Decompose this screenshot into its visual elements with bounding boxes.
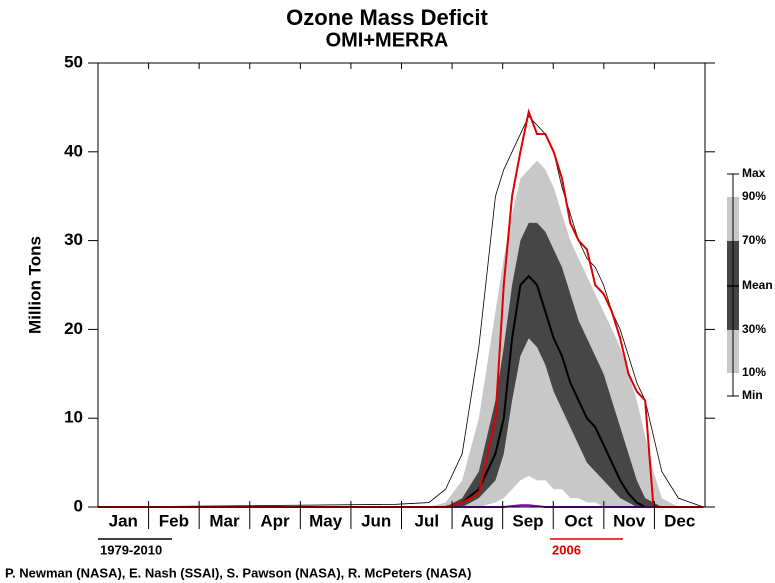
x-tick-label: Nov (613, 511, 646, 530)
series-line (98, 274, 704, 508)
band-area (98, 338, 704, 507)
x-tick-label: Jul (415, 511, 440, 530)
y-tick-label: 0 (74, 496, 83, 515)
x-tick-label: Sep (512, 511, 543, 530)
x-tick-label: Dec (664, 511, 695, 530)
x-tick-label: Jan (109, 511, 138, 530)
legend-label: Max (742, 166, 766, 180)
series-line (97, 115, 704, 508)
legend-label: 70% (742, 233, 766, 247)
legend-label: 10% (742, 365, 766, 379)
y-tick-label: 10 (64, 408, 83, 427)
y-tick-label: 30 (64, 230, 83, 249)
chart-subtitle: OMI+MERRA (326, 29, 449, 51)
band-area (98, 475, 704, 507)
series-line (98, 108, 704, 508)
y-axis-label: Million Tons (25, 236, 44, 334)
legend-label: 90% (742, 189, 766, 203)
legend-label: Mean (742, 278, 773, 292)
x-tick-label: Apr (260, 511, 290, 530)
y-tick-label: 20 (64, 319, 83, 338)
legend-label: 30% (742, 322, 766, 336)
chart-title: Ozone Mass Deficit (286, 5, 488, 30)
x-tick-label: Mar (209, 511, 240, 530)
legend-label: Min (742, 388, 763, 402)
climatology-label: 1979-2010 (100, 542, 162, 557)
x-tick-label: May (309, 511, 343, 530)
x-tick-label: Feb (159, 511, 189, 530)
x-tick-label: Oct (564, 511, 593, 530)
y-tick-label: 40 (64, 141, 83, 160)
y-tick-label: 50 (64, 52, 83, 71)
x-tick-label: Jun (361, 511, 391, 530)
x-tick-label: Aug (461, 511, 494, 530)
year-label: 2006 (552, 542, 581, 557)
credit: P. Newman (NASA), E. Nash (SSAI), S. Paw… (5, 565, 471, 580)
